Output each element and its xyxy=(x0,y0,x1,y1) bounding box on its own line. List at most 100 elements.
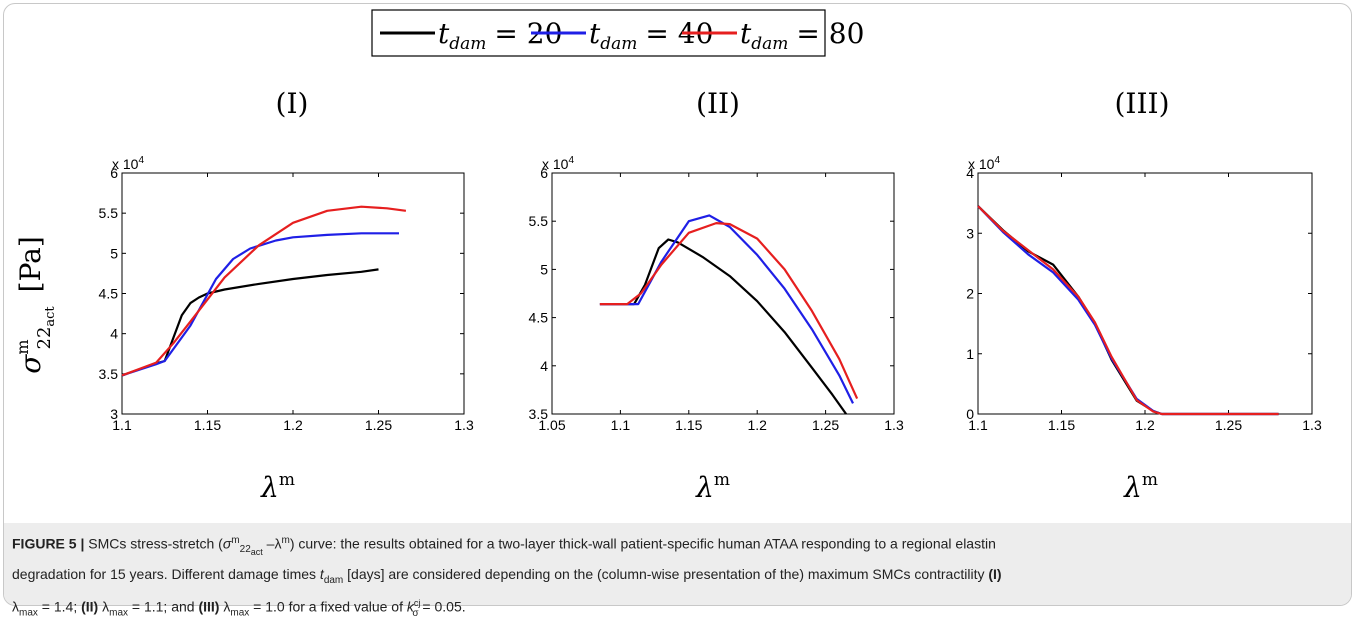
x-tick-label: 1.3 xyxy=(1302,417,1322,433)
y-tick-label: 4 xyxy=(540,358,548,374)
legend-label-1: tdam = 20 xyxy=(438,17,562,54)
y-tick-label: 4 xyxy=(966,165,974,181)
plot-area-box xyxy=(551,172,895,415)
x-label-lambda: λ xyxy=(260,471,279,504)
caption-line-2: degradation for 15 years. Different dama… xyxy=(12,563,1342,592)
caption-background xyxy=(4,523,1351,605)
caption-t: t xyxy=(319,566,324,583)
caption-text: SMCs stress-stretch ( xyxy=(88,535,223,552)
caption-lambda: –λ xyxy=(262,535,282,552)
caption-k-sup: cj xyxy=(413,598,421,609)
x-tick-label: 1.15 xyxy=(675,417,702,433)
y-exponent-power: 4 xyxy=(138,155,144,166)
series-line-1 xyxy=(599,238,847,415)
panel-3: (III) 1.1 1.15 1.2 1.25 1.3 0 1 2 3 4x 104 λm xyxy=(966,87,1322,504)
y-tick-label: 5.5 xyxy=(99,205,119,221)
caption-val-3: = 1.0 for a fixed value of xyxy=(249,598,407,615)
x-tick-label: 1.25 xyxy=(812,417,839,433)
x-axis-label: λm xyxy=(695,470,730,504)
series-line-2 xyxy=(121,232,399,377)
x-tick-label: 1.25 xyxy=(1215,417,1242,433)
caption-sigma: σ xyxy=(222,535,232,552)
series-line-3 xyxy=(121,205,407,377)
y-label-sigma: σ xyxy=(14,354,47,374)
figure-svg: tdam = 20 tdam = 40 tdam = 80 σm 22act[Pa] (I)… xyxy=(13,9,1322,504)
caption-sub: 22act xyxy=(240,544,263,558)
x-tick-label: 1.3 xyxy=(884,417,904,433)
panel-1: (I) 1.1 1.15 1.2 1.25 1.3 3 3.5 4 4.5 5 5.5 6x 104 λm xyxy=(99,87,474,504)
series-line-2 xyxy=(599,214,854,404)
y-tick-label: 5 xyxy=(110,245,118,261)
y-tick-label: 0 xyxy=(966,406,974,422)
x-label-lambda: λ xyxy=(1123,471,1142,504)
y-label-sup: m xyxy=(13,340,32,355)
y-tick-label: 4 xyxy=(110,326,118,342)
caption-max-2: max xyxy=(109,607,129,619)
caption-k: k xyxy=(406,598,414,615)
y-exponent-label: x 104 xyxy=(542,155,574,172)
caption-val-k: = 0.05. xyxy=(418,598,466,615)
legend-entries: tdam = 20 tdam = 40 tdam = 80 xyxy=(380,17,864,54)
caption-text-2b: [days] are considered depending on the (… xyxy=(343,566,989,583)
panel-title: (II) xyxy=(696,87,740,120)
panel-title: (I) xyxy=(276,87,309,120)
y-tick-label: 4.5 xyxy=(99,286,119,302)
legend-label-value: = 80 xyxy=(796,17,864,50)
caption-text-2a: degradation for 15 years. Different dama… xyxy=(12,566,320,583)
x-tick-label: 1.25 xyxy=(365,417,392,433)
y-exponent-power: 4 xyxy=(568,155,574,166)
x-tick-label: 1.1 xyxy=(112,417,132,433)
x-tick-label: 1.3 xyxy=(454,417,474,433)
legend-label-base: t xyxy=(740,17,752,50)
series-line-1 xyxy=(977,205,1279,416)
series-line-3 xyxy=(977,205,1279,416)
plot-area-box xyxy=(977,172,1313,415)
caption-lambda-3: λ xyxy=(219,598,231,615)
legend-label-base: t xyxy=(589,17,601,50)
legend-box xyxy=(371,9,826,57)
y-exponent-power: 4 xyxy=(994,155,1000,166)
y-tick-label: 5 xyxy=(540,261,548,277)
y-label-sub: 22 xyxy=(34,327,55,350)
figure-caption: FIGURE 5 | SMCs stress-stretch (σm22act … xyxy=(12,530,1342,625)
x-tick-label: 1.15 xyxy=(194,417,221,433)
y-tick-label: 1 xyxy=(966,346,974,362)
legend: tdam = 20 tdam = 40 tdam = 80 xyxy=(371,9,864,57)
y-exponent-label: x 104 xyxy=(112,155,144,172)
caption-text-end: ) curve: the results obtained for a two-… xyxy=(289,535,996,552)
caption-lambda-2: λ xyxy=(98,598,110,615)
x-axis-label: λm xyxy=(1123,470,1158,504)
y-tick-label: 3.5 xyxy=(99,366,119,382)
caption-max-1: max xyxy=(19,607,38,619)
x-tick-label: 1.1 xyxy=(611,417,631,433)
y-tick-label: 3 xyxy=(966,225,974,241)
caption-lambda-1: λ xyxy=(12,598,19,615)
x-tick-label: 1.05 xyxy=(538,417,565,433)
legend-label-sub: dam xyxy=(449,34,486,54)
x-axis-label: λm xyxy=(260,470,295,504)
x-label-sup: m xyxy=(279,470,295,490)
caption-val-1: = 1.4; xyxy=(37,598,82,615)
y-label-subsub: act xyxy=(43,306,58,327)
panel-title: (III) xyxy=(1114,87,1169,120)
caption-sub-act: act xyxy=(250,547,263,558)
y-tick-label: 6 xyxy=(110,165,118,181)
caption-ref-III: (III) xyxy=(198,598,220,615)
figure-frame xyxy=(3,3,1352,606)
caption-line-1: FIGURE 5 | SMCs stress-stretch (σm22act … xyxy=(12,530,1342,563)
y-tick-label: 6 xyxy=(540,165,548,181)
x-tick-label: 1.2 xyxy=(283,417,303,433)
x-tick-label: 1.15 xyxy=(1048,417,1075,433)
caption-max-3: max xyxy=(230,607,250,619)
x-label-sup: m xyxy=(714,470,730,490)
legend-label-sub: dam xyxy=(751,34,788,54)
y-tick-label: 4.5 xyxy=(529,310,549,326)
series-line-3 xyxy=(599,222,859,400)
plot-area-box xyxy=(121,172,465,415)
legend-label-2: tdam = 40 xyxy=(589,17,713,54)
caption-ref-I: (I) xyxy=(988,566,1002,583)
x-tick-label: 1.2 xyxy=(1135,417,1155,433)
y-label-unit: [Pa] xyxy=(14,236,47,292)
svg-text:σm22act[Pa]: σm 22act [Pa] xyxy=(13,236,58,374)
caption-ref-II: (II) xyxy=(81,598,99,615)
